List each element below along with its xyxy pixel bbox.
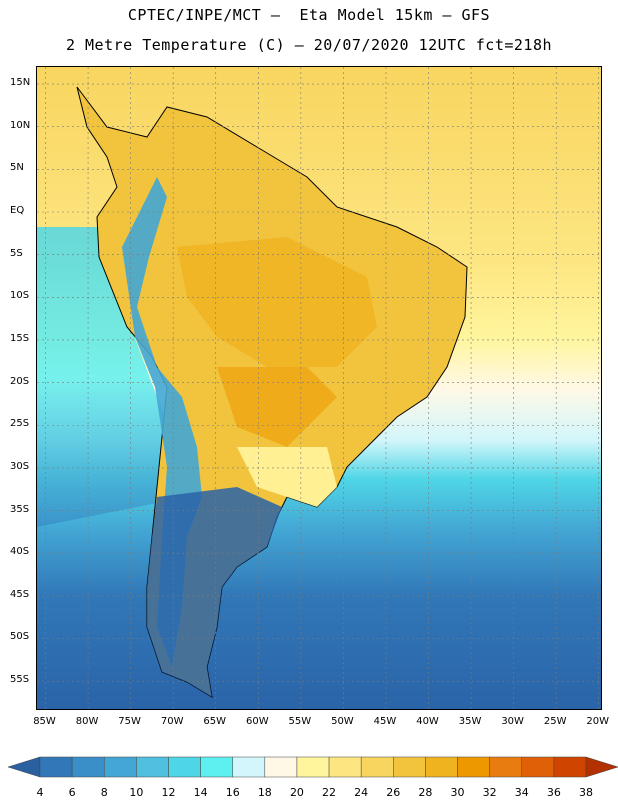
pampas-mild [237,447,337,507]
longitude-label: 60W [245,716,269,727]
colorbar [8,756,618,778]
colorbar-tick-label: 32 [482,786,497,799]
longitude-label: 30W [501,716,524,727]
colorbar-segment [103,756,137,778]
patagonia-cold [147,487,282,697]
colorbar-segment [457,756,490,778]
longitude-label: 70W [160,716,184,727]
colorbar-segment [296,756,330,778]
longitude-label: 55W [288,716,312,727]
colorbar-tick-label: 16 [225,786,240,799]
colorbar-tick-label: 12 [161,786,176,799]
longitude-label: 80W [75,716,99,727]
colorbar-tick-label: 14 [193,786,208,799]
colorbar-segment [168,756,201,778]
latitude-label: 20S [10,375,30,387]
colorbar-segment [232,756,266,778]
amazon-hot-zone [177,237,377,367]
map-subtitle: 2 Metre Temperature (C) – 20/07/2020 12U… [65,36,553,54]
latitude-label: 30S [10,460,30,472]
colorbar-tick-label: 18 [257,786,272,799]
latitude-label: 10S [10,290,30,302]
colorbar-segment [39,756,73,778]
colorbar-segment [393,756,426,778]
colorbar-low-arrow [8,756,41,778]
longitude-label: 75W [118,716,141,727]
colorbar-tick-label: 30 [450,786,465,799]
longitude-label: 50W [331,716,354,727]
colorbar-segment [264,756,298,778]
colorbar-tick-label: 36 [546,786,561,799]
lat-lon-grid [37,67,601,709]
latitude-label: 15N [10,77,31,89]
map-title: CPTEC/INPE/MCT – Eta Model 15km – GFS [127,6,491,24]
latitude-label: 35S [10,503,30,515]
colorbar-segment [71,756,105,778]
latitude-label: 10N [10,119,31,131]
colorbar-segment [521,756,555,778]
central-hot-zone [217,367,337,447]
colorbar-tick-label: 34 [514,786,529,799]
latitude-label: 40S [10,546,30,558]
longitude-label: 85W [33,716,56,727]
latitude-label: 25S [10,418,30,430]
colorbar-segment [425,756,458,778]
map-canvas [37,67,601,709]
colorbar-tick-label: 24 [354,786,369,799]
latitude-label: 15S [10,332,30,344]
colorbar-segment [328,756,362,778]
colorbar-tick-label: 38 [579,786,593,799]
longitude-label: 35W [458,716,482,727]
longitude-label: 65W [203,716,227,727]
latitude-label: 5S [10,247,23,259]
colorbar-tick-label: 22 [322,786,337,799]
latitude-label: EQ [10,205,25,216]
colorbar-segment [200,756,233,778]
colorbar-tick-label: 6 [68,786,76,799]
colorbar-segment [553,756,587,778]
latitude-label: 45S [10,588,30,600]
colorbar-tick-label: 8 [100,786,108,799]
colorbar-high-arrow [585,756,618,778]
colorbar-segment [360,756,394,778]
colorbar-tick-label: 28 [418,786,433,799]
longitude-label: 20W [586,716,610,727]
temperature-map[interactable] [36,66,602,710]
colorbar-tick-label: 26 [386,786,401,799]
latitude-label: 5N [10,162,24,174]
pacific-cold-band [37,227,187,527]
colorbar-tick-label: 10 [129,786,144,799]
longitude-label: 25W [543,716,567,727]
latitude-label: 55S [10,674,30,686]
colorbar-segment [136,756,169,778]
latitude-label: 50S [10,631,30,643]
colorbar-segment [489,756,523,778]
colorbar-tick-label: 4 [36,786,44,799]
longitude-label: 45W [373,716,397,727]
longitude-label: 40W [416,716,439,727]
colorbar-tick-label: 20 [289,786,304,799]
